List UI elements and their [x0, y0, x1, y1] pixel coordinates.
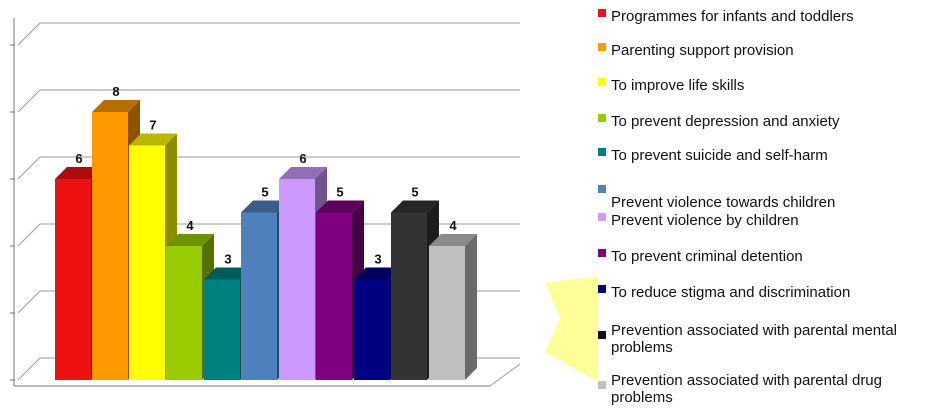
bar: [354, 279, 390, 380]
chart-data-labels: 6 8 7 4 3 5 6 5 3 5 4: [75, 84, 457, 267]
legend-label: To prevent depression and anxiety: [611, 113, 840, 130]
legend-label: Prevent violence towards children: [611, 194, 836, 211]
legend-swatch: [598, 285, 606, 293]
gridline-side: [17, 156, 41, 180]
bar-top: [354, 267, 402, 280]
bar-top: [241, 200, 289, 213]
floor-edge: [489, 363, 521, 387]
legend-swatch: [598, 78, 606, 86]
decorative-star-shape: [545, 276, 598, 382]
legend-label: Programmes for infants and toddlers: [611, 8, 854, 25]
bar-data-label: 7: [149, 118, 156, 133]
bar-data-label: 8: [112, 84, 119, 99]
legend-item: To prevent criminal detention: [598, 248, 929, 265]
bar: [279, 179, 315, 380]
bar-data-label: 5: [261, 185, 268, 200]
legend-item: To prevent depression and anxiety: [598, 113, 929, 130]
bar-top: [391, 200, 439, 213]
legend-swatch: [598, 249, 606, 257]
bar: [391, 212, 427, 380]
bar-data-label: 3: [224, 252, 231, 267]
bar-data-label: 5: [411, 185, 418, 200]
legend-label: To prevent criminal detention: [611, 248, 803, 265]
bar-top: [55, 167, 103, 179]
legend-label: To prevent suicide and self-harm: [611, 147, 828, 164]
gridline-side: [17, 357, 41, 381]
chart-bars: [55, 100, 477, 380]
gridline-side: [17, 290, 41, 314]
chart-legend: Programmes for infants and toddlers Pare…: [598, 0, 930, 412]
bar-data-label: 4: [449, 218, 457, 233]
legend-label: Prevent violence by children: [611, 212, 799, 229]
legend-label: Parenting support provision: [611, 42, 794, 59]
bar-top: [316, 200, 364, 213]
bar-data-label: 6: [299, 151, 306, 166]
bar-chart: 6 8 7 4 3 5 6 5 3 5 4: [10, 18, 598, 387]
legend-label: To reduce stigma and discrimination: [611, 284, 851, 301]
bar-side: [465, 234, 477, 380]
legend-swatch: [598, 43, 606, 51]
gridline-side: [17, 223, 41, 247]
bar-top: [92, 100, 140, 112]
bar-data-label: 5: [336, 185, 343, 200]
legend-item: Prevention associated with parental ment…: [598, 322, 929, 356]
bar-top: [204, 267, 252, 280]
bar: [241, 212, 277, 380]
legend-swatch: [598, 331, 606, 339]
bar-top: [129, 133, 177, 146]
legend-swatch: [598, 9, 606, 17]
bar-top: [166, 234, 214, 246]
gridline-side: [17, 89, 41, 113]
bar-data-label: 4: [186, 218, 194, 233]
legend-swatch: [598, 148, 606, 156]
bar: [129, 145, 165, 380]
legend-swatch: [598, 185, 606, 193]
legend-item: To improve life skills: [598, 77, 929, 94]
legend-item: To reduce stigma and discrimination: [598, 284, 929, 301]
legend-label: Prevention associated with parental ment…: [611, 322, 897, 356]
legend-swatch: [598, 381, 606, 389]
bar-top: [429, 234, 477, 246]
legend-swatch: [598, 213, 606, 221]
legend-item: Prevention associated with parental drug…: [598, 372, 929, 406]
legend-label: Prevention associated with parental drug…: [611, 372, 882, 406]
legend-item: Programmes for infants and toddlers: [598, 8, 929, 25]
bar: [316, 212, 352, 380]
legend-swatch: [598, 114, 606, 122]
bar-data-label: 6: [75, 151, 82, 166]
bar: [166, 246, 202, 380]
bar: [55, 179, 91, 380]
gridline-side: [17, 22, 41, 46]
bar: [204, 279, 240, 380]
bar: [92, 112, 128, 380]
legend-item: Prevent violence by children: [598, 212, 929, 229]
bar: [429, 246, 465, 380]
bar-data-label: 3: [374, 252, 381, 267]
legend-label: To improve life skills: [611, 77, 745, 94]
legend-item: To prevent suicide and self-harm: [598, 147, 929, 164]
legend-item: Prevent violence towards children: [598, 184, 929, 211]
legend-item: Parenting support provision: [598, 42, 929, 59]
bar-top: [279, 167, 327, 179]
